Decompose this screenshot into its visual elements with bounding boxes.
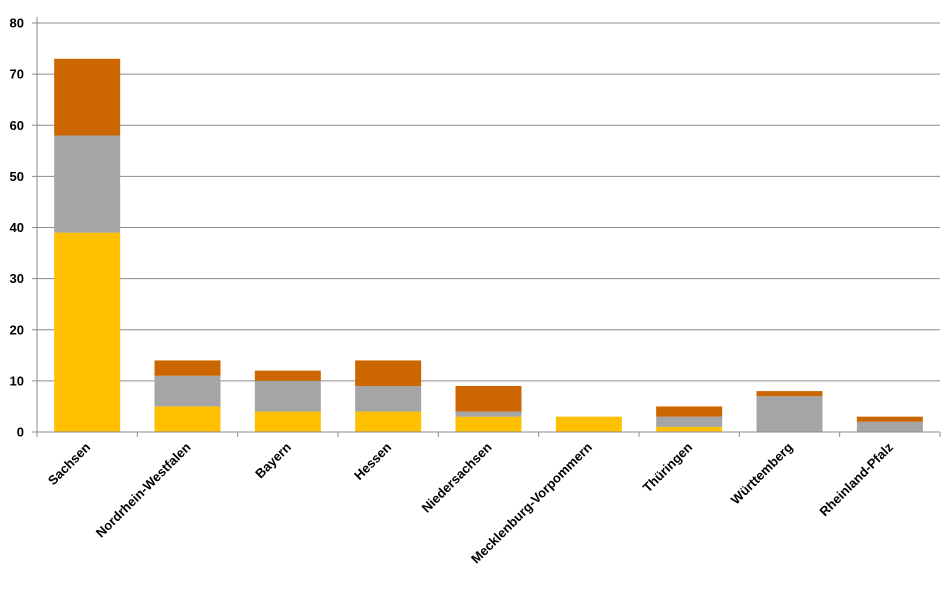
y-tick-label: 40 xyxy=(10,220,24,235)
y-tick-label: 10 xyxy=(10,373,24,388)
bar-segment xyxy=(254,370,321,381)
bars xyxy=(54,58,923,432)
bar-segment xyxy=(656,406,723,417)
bar-segment xyxy=(254,380,321,412)
bar-segment xyxy=(455,411,522,417)
bar-segment xyxy=(54,232,121,432)
bar-segment xyxy=(254,411,321,432)
x-tick-label: Hessen xyxy=(351,439,394,482)
bar-segment xyxy=(54,58,121,136)
x-tick-label: Nordrhein-Westfalen xyxy=(93,439,194,540)
bar-segment xyxy=(656,426,723,432)
bar-segment xyxy=(455,385,522,412)
x-tick-label: Thüringen xyxy=(640,439,696,495)
y-tick-label: 60 xyxy=(10,118,24,133)
bar-segment xyxy=(455,416,522,432)
x-tick-label: Rheinland-Pfalz xyxy=(816,439,896,519)
x-tick-label: Niedersachsen xyxy=(419,439,495,515)
y-tick-label: 0 xyxy=(17,425,24,440)
x-tick-label: Mecklenburg-Vorpommern xyxy=(468,439,595,566)
bar-segment xyxy=(154,375,221,407)
bar-segment xyxy=(555,416,622,432)
y-tick-label: 80 xyxy=(10,16,24,31)
bar-segment xyxy=(154,406,221,432)
y-tick-label: 20 xyxy=(10,322,24,337)
y-axis-ticks: 0 10 20 30 40 50 60 70 80 xyxy=(10,16,24,440)
bar-segment xyxy=(856,421,923,432)
bar-segment xyxy=(856,416,923,422)
bar-segment xyxy=(355,360,422,386)
bar-segment xyxy=(54,135,121,233)
bar-segment xyxy=(154,360,221,376)
y-tick-label: 70 xyxy=(10,67,24,82)
gridlines xyxy=(37,22,940,382)
bar-segment xyxy=(756,396,823,432)
bar-segment xyxy=(355,385,422,412)
x-tick-label: Württemberg xyxy=(728,439,796,507)
bar-segment xyxy=(355,411,422,432)
y-tick-label: 50 xyxy=(10,169,24,184)
y-tick-label: 30 xyxy=(10,271,24,286)
axes xyxy=(32,17,941,437)
bar-segment xyxy=(656,416,723,427)
x-axis-ticks: Sachsen Nordrhein-Westfalen Bayern Hessen Ni… xyxy=(45,439,896,566)
bar-segment xyxy=(756,391,823,397)
x-tick-label: Sachsen xyxy=(45,439,93,487)
x-tick-label: Bayern xyxy=(252,439,294,481)
